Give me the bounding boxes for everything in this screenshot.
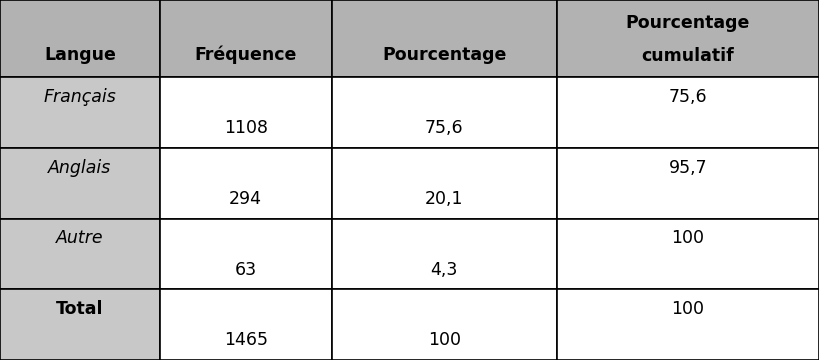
Bar	[0, 289, 160, 360]
Text: Total: Total	[57, 300, 103, 318]
Bar	[557, 289, 819, 360]
Text: 75,6: 75,6	[425, 119, 464, 137]
Text: cumulatif: cumulatif	[641, 47, 735, 65]
Text: 75,6: 75,6	[668, 88, 708, 106]
Bar	[332, 77, 557, 148]
Text: 294: 294	[229, 190, 262, 208]
Text: Langue: Langue	[44, 46, 115, 64]
Bar	[557, 219, 819, 289]
Bar	[0, 0, 160, 77]
Bar	[160, 219, 332, 289]
Bar	[332, 148, 557, 219]
Bar	[160, 0, 332, 77]
Bar	[160, 77, 332, 148]
Text: 4,3: 4,3	[431, 261, 458, 279]
Text: 95,7: 95,7	[668, 159, 708, 177]
Text: 1108: 1108	[224, 119, 268, 137]
Text: 20,1: 20,1	[425, 190, 464, 208]
Bar	[332, 0, 557, 77]
Text: 100: 100	[672, 229, 704, 247]
Text: 63: 63	[234, 261, 257, 279]
Text: Autre: Autre	[56, 229, 104, 247]
Bar	[332, 289, 557, 360]
Bar	[160, 289, 332, 360]
Bar	[0, 77, 160, 148]
Bar	[557, 0, 819, 77]
Bar	[332, 219, 557, 289]
Text: Français: Français	[43, 88, 116, 106]
Bar	[0, 219, 160, 289]
Text: Fréquence: Fréquence	[195, 46, 296, 64]
Text: Anglais: Anglais	[48, 159, 111, 177]
Text: 1465: 1465	[224, 331, 268, 349]
Text: Pourcentage: Pourcentage	[626, 14, 750, 32]
Text: Pourcentage: Pourcentage	[382, 46, 506, 64]
Bar	[557, 148, 819, 219]
Text: 100: 100	[672, 300, 704, 318]
Bar	[160, 148, 332, 219]
Bar	[0, 148, 160, 219]
Text: 100: 100	[428, 331, 461, 349]
Bar	[557, 77, 819, 148]
